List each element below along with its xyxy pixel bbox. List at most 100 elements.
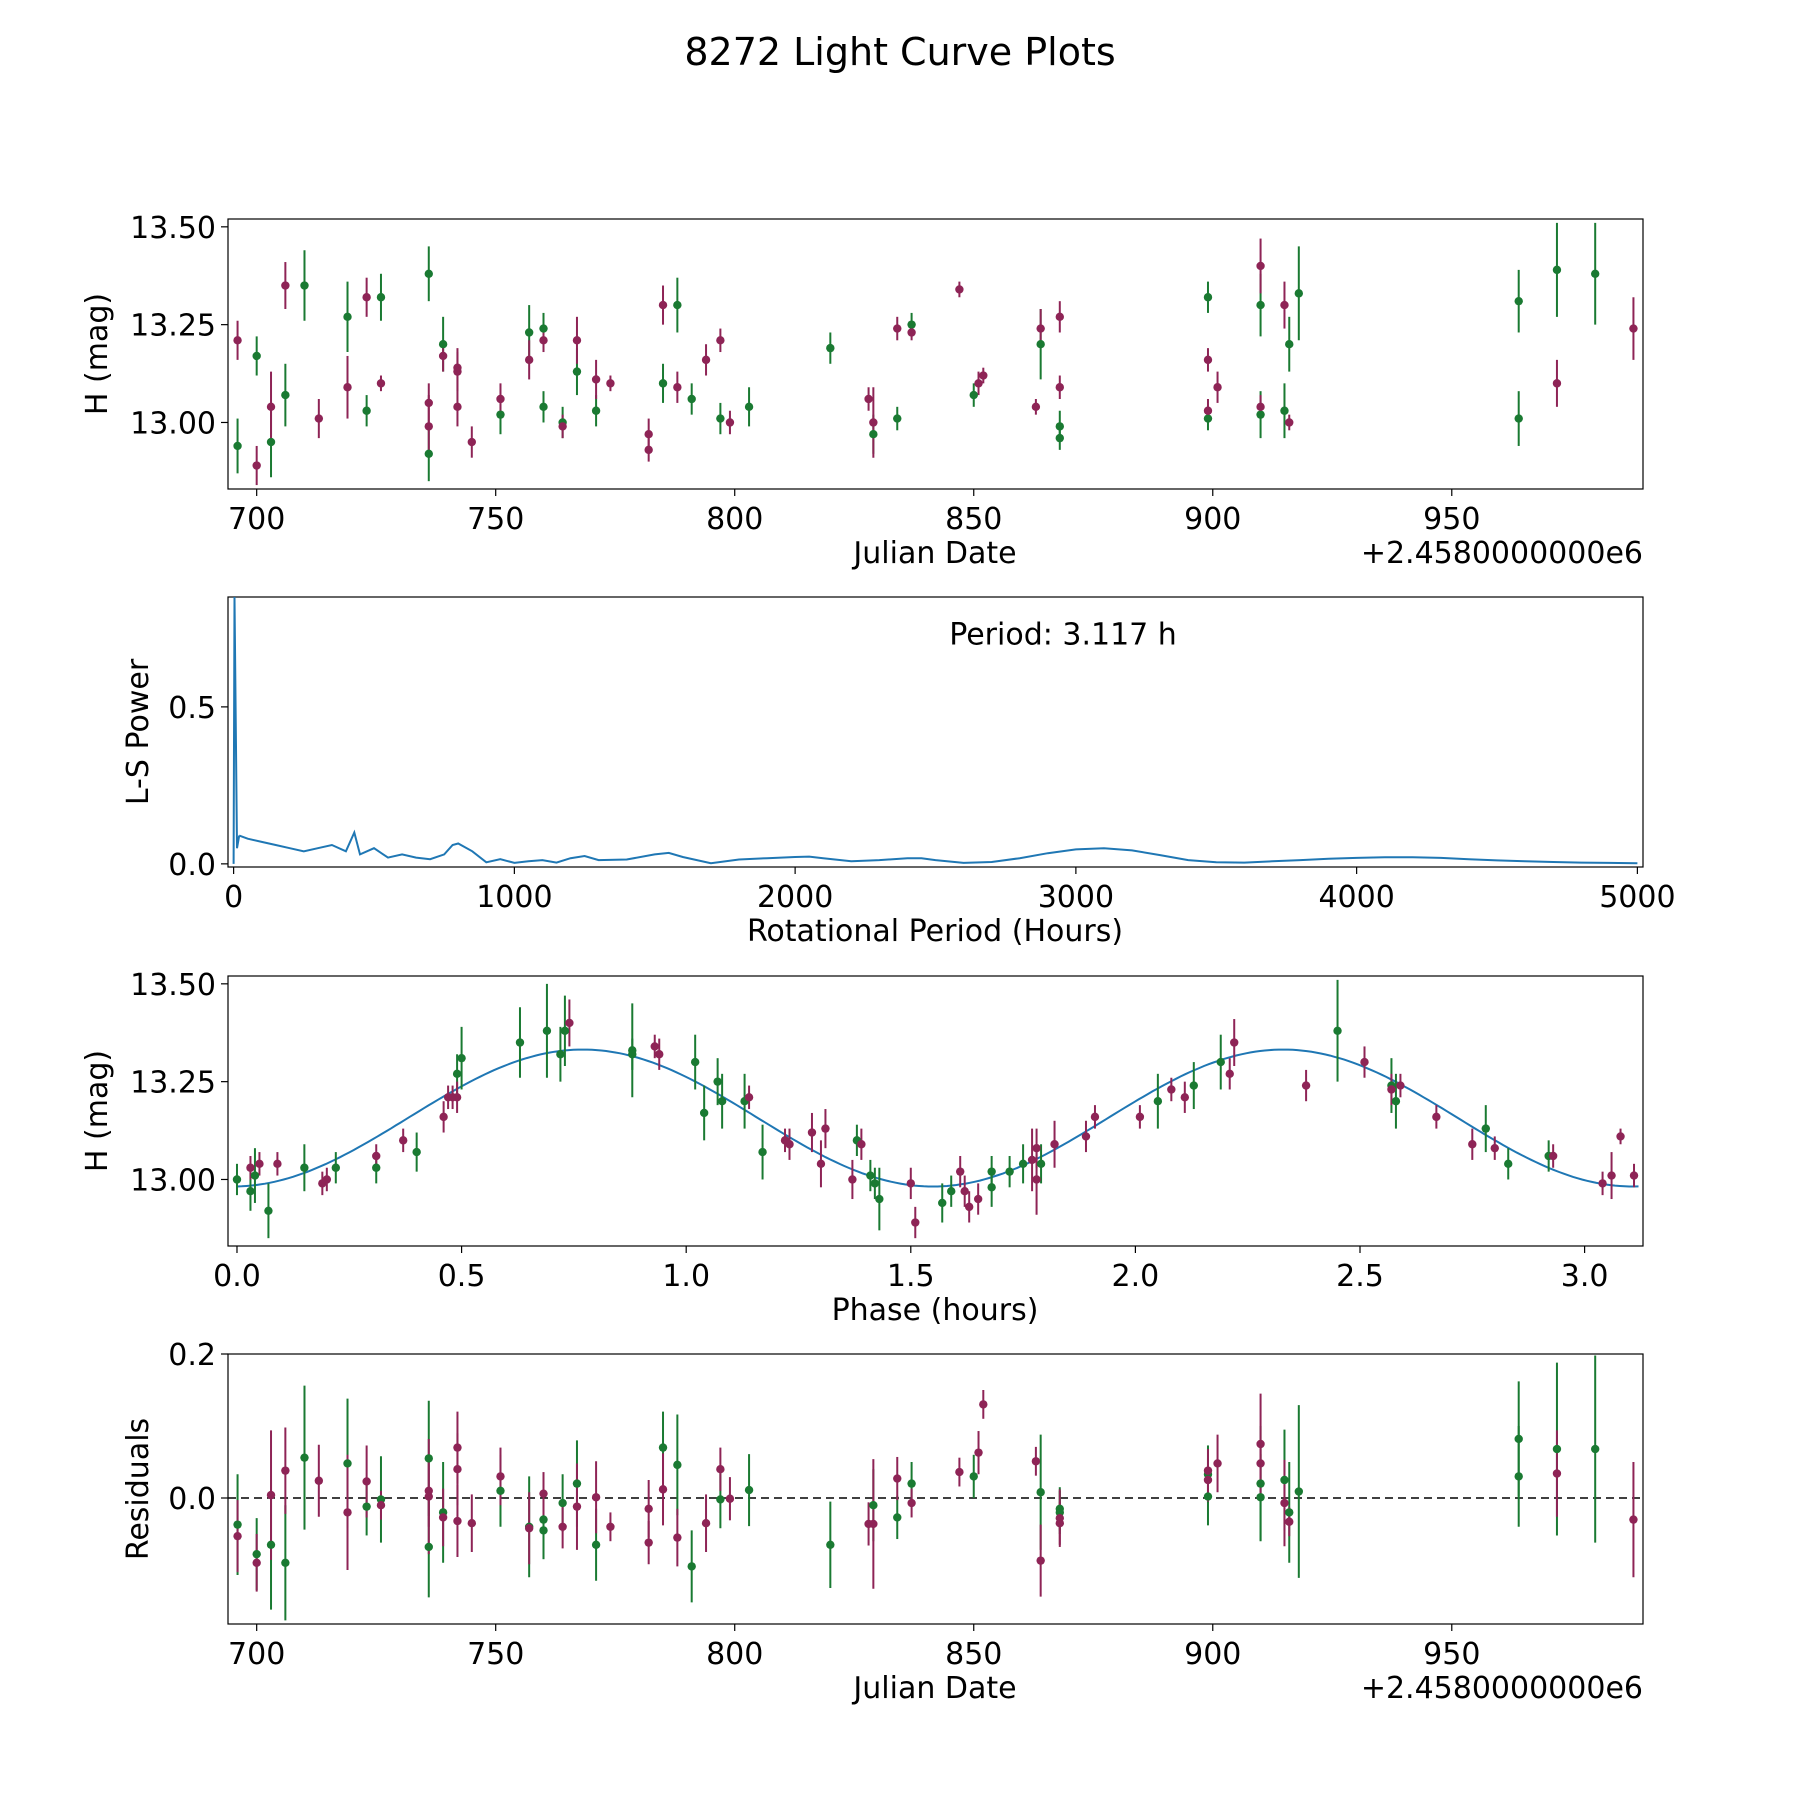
- lightcurve-point-green: [1256, 410, 1265, 419]
- lightcurve-point-maroon: [496, 394, 505, 404]
- phased-point-maroon: [322, 1175, 332, 1184]
- lightcurve-point-green: [572, 367, 582, 376]
- phased-point-maroon: [848, 1175, 857, 1184]
- phased-xtick-label: 2.5: [1336, 1259, 1384, 1294]
- phased-point-maroon: [650, 1042, 659, 1051]
- residuals-point-maroon: [979, 1400, 988, 1409]
- lightcurve-point-green: [1055, 422, 1064, 431]
- residuals-point-maroon: [281, 1466, 290, 1475]
- lightcurve-point-green: [362, 406, 371, 415]
- lightcurve-point-maroon: [591, 375, 601, 384]
- lightcurve-point-maroon: [558, 422, 567, 431]
- lightcurve-point-green: [281, 390, 290, 400]
- phased-point-green: [717, 1097, 727, 1106]
- lightcurve-point-maroon: [343, 383, 352, 392]
- residuals-point-maroon: [424, 1492, 433, 1501]
- phased-point-green: [246, 1187, 255, 1196]
- residuals-point-green: [1036, 1488, 1045, 1497]
- residuals-xlabel: Julian Date: [851, 1671, 1016, 1706]
- phased-xtick-label: 2.0: [1112, 1259, 1160, 1294]
- lightcurve-point-green: [673, 300, 682, 310]
- residuals-point-green: [539, 1526, 548, 1535]
- residuals-point-green: [1280, 1475, 1289, 1485]
- residuals-point-maroon: [716, 1465, 725, 1474]
- phased-point-green: [331, 1163, 341, 1172]
- lightcurve-point-maroon: [1031, 402, 1041, 412]
- residuals-point-maroon: [1203, 1475, 1213, 1485]
- lightcurve-point-green: [1203, 293, 1213, 302]
- residuals-point-green: [744, 1485, 754, 1495]
- lightcurve-ytick-label: 13.25: [130, 309, 216, 344]
- phased-point-green: [412, 1147, 421, 1157]
- phased-point-green: [560, 1026, 570, 1035]
- phased-point-green: [1018, 1159, 1028, 1169]
- phased-point-maroon: [821, 1124, 830, 1133]
- lightcurve-ytick-label: 13.00: [130, 406, 216, 441]
- residuals-point-maroon: [725, 1494, 735, 1503]
- phased-point-maroon: [973, 1194, 983, 1204]
- residuals-point-maroon: [1036, 1556, 1045, 1565]
- lightcurve-point-green: [893, 414, 902, 423]
- lightcurve-point-green: [424, 449, 433, 458]
- lightcurve-point-maroon: [453, 402, 462, 412]
- residuals-point-green: [1256, 1479, 1265, 1488]
- phased-point-green: [875, 1194, 884, 1204]
- residuals-point-maroon: [644, 1538, 653, 1547]
- residuals-point-green: [300, 1453, 309, 1462]
- phased-point-maroon: [960, 1187, 969, 1196]
- lightcurve-point-maroon: [606, 379, 615, 388]
- periodogram-xtick-label: 1000: [476, 880, 552, 915]
- phased-point-green: [628, 1050, 637, 1059]
- lightcurve-point-maroon: [979, 371, 988, 380]
- lightcurve-point-maroon: [658, 300, 668, 310]
- lightcurve-xtick-label: 900: [1184, 502, 1241, 537]
- phased-point-green: [1189, 1081, 1198, 1090]
- lightcurve-point-green: [266, 437, 276, 447]
- phased-point-green: [870, 1179, 880, 1188]
- periodogram-line: [238, 829, 1638, 865]
- lightcurve-point-maroon: [974, 379, 983, 388]
- residuals-point-green: [281, 1558, 290, 1568]
- phased-axes: [227, 975, 1644, 1247]
- phased-point-green: [713, 1077, 722, 1086]
- residuals-point-maroon: [869, 1519, 878, 1529]
- lightcurve-point-green: [438, 340, 448, 349]
- residuals-point-green: [1552, 1444, 1562, 1454]
- residuals-point-green: [893, 1513, 902, 1522]
- phased-point-green: [987, 1183, 996, 1192]
- lightcurve-point-green: [300, 281, 309, 290]
- lightcurve-point-green: [716, 414, 725, 423]
- residuals-point-maroon: [1055, 1519, 1064, 1528]
- panel-residuals: 700 750 800 850 900 950 0.0 0.2 Julian Date Res…: [121, 1338, 1644, 1706]
- residuals-point-maroon: [438, 1513, 448, 1522]
- phased-point-maroon: [1027, 1155, 1037, 1165]
- lightcurve-point-green: [1552, 265, 1562, 275]
- residuals-xtick-label: 850: [945, 1637, 1002, 1672]
- residuals-point-green: [1256, 1493, 1265, 1502]
- residuals-point-green: [233, 1520, 242, 1529]
- residuals-point-maroon: [893, 1474, 902, 1483]
- phased-point-maroon: [1230, 1038, 1239, 1047]
- phased-point-maroon: [1629, 1171, 1639, 1180]
- phased-point-green: [1216, 1057, 1225, 1067]
- residuals-point-maroon: [658, 1485, 668, 1494]
- lightcurve-point-maroon: [453, 367, 462, 376]
- lightcurve-point-green: [1514, 296, 1523, 306]
- lightcurve-point-green: [1055, 433, 1064, 443]
- phased-ylabel: H (mag): [80, 1050, 115, 1172]
- phased-point-maroon: [744, 1093, 754, 1102]
- lightcurve-point-maroon: [1055, 312, 1064, 322]
- residuals-point-green: [1203, 1492, 1213, 1501]
- lightcurve-point-maroon: [1629, 324, 1638, 333]
- lightcurve-point-green: [424, 269, 433, 278]
- residuals-point-green: [424, 1454, 433, 1463]
- lightcurve-point-green: [376, 293, 386, 302]
- lightcurve-xtick-label: 750: [467, 502, 524, 537]
- residuals-point-green: [252, 1549, 261, 1559]
- light-curve-xlabel: Julian Date: [851, 536, 1016, 571]
- phased-point-maroon: [1490, 1143, 1499, 1153]
- phased-point-maroon: [1081, 1132, 1091, 1141]
- phased-point-green: [452, 1069, 462, 1079]
- lightcurve-point-maroon: [1203, 406, 1213, 415]
- phased-fit-curve: [236, 1048, 1639, 1188]
